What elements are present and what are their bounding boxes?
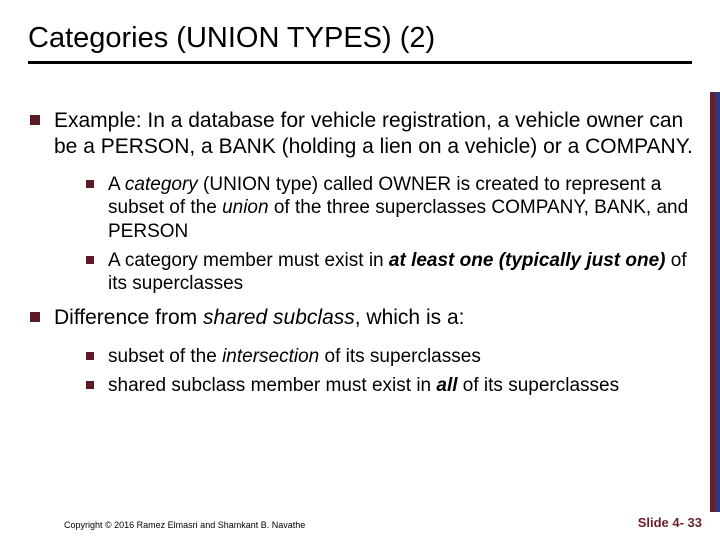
bullet-icon <box>86 381 94 389</box>
bullet-text: A category (UNION type) called OWNER is … <box>108 173 698 243</box>
text-run: A category member must exist in <box>108 250 389 271</box>
content-area: Example: In a database for vehicle regis… <box>30 108 698 504</box>
slide: Categories (UNION TYPES) (2) Example: In… <box>0 0 720 540</box>
text-run: Difference from <box>54 306 203 329</box>
bullet-text: Example: In a database for vehicle regis… <box>54 108 698 159</box>
bullet-text: A category member must exist in at least… <box>108 249 698 295</box>
footer: Copyright © 2016 Ramez Elmasri and Shamk… <box>0 512 720 532</box>
text-run: subset of the <box>108 346 222 367</box>
sub-bullets: A category (UNION type) called OWNER is … <box>86 173 698 295</box>
italic-run: union <box>222 197 269 218</box>
text-run: Example: In a database for vehicle regis… <box>54 109 693 158</box>
bullet-lvl2: shared subclass member must exist in all… <box>86 374 698 397</box>
italic-run: shared subclass <box>203 306 355 329</box>
bold-italic-run: at least one (typically just one) <box>389 250 666 271</box>
text-run: , which is a: <box>355 306 465 329</box>
bullet-lvl1: Difference from shared subclass, which i… <box>30 305 698 331</box>
accent-bars <box>710 92 720 512</box>
sub-bullets: subset of the intersection of its superc… <box>86 345 698 397</box>
bullet-lvl2: A category member must exist in at least… <box>86 249 698 295</box>
bold-italic-run: all <box>436 375 457 396</box>
title-underline <box>28 61 692 64</box>
bullet-lvl1: Example: In a database for vehicle regis… <box>30 108 698 159</box>
slide-title: Categories (UNION TYPES) (2) <box>28 22 692 55</box>
bullet-text: shared subclass member must exist in all… <box>108 374 619 397</box>
text-run: of its superclasses <box>319 346 481 367</box>
italic-run: intersection <box>222 346 319 367</box>
bullet-icon <box>30 115 40 125</box>
bullet-icon <box>86 352 94 360</box>
text-run: A <box>108 174 125 195</box>
bullet-icon <box>86 256 94 264</box>
slide-number: Slide 4- 33 <box>638 515 702 530</box>
bullet-lvl2: subset of the intersection of its superc… <box>86 345 698 368</box>
title-region: Categories (UNION TYPES) (2) <box>0 0 720 74</box>
bullet-icon <box>86 180 94 188</box>
copyright-text: Copyright © 2016 Ramez Elmasri and Shamk… <box>64 520 305 530</box>
bullet-lvl2: A category (UNION type) called OWNER is … <box>86 173 698 243</box>
italic-run: category <box>125 174 198 195</box>
bullet-text: subset of the intersection of its superc… <box>108 345 481 368</box>
text-run: shared subclass member must exist in <box>108 375 436 396</box>
bullet-icon <box>30 312 40 322</box>
bullet-text: Difference from shared subclass, which i… <box>54 305 464 331</box>
accent-bar-blue <box>715 92 720 512</box>
text-run: of its superclasses <box>458 375 620 396</box>
